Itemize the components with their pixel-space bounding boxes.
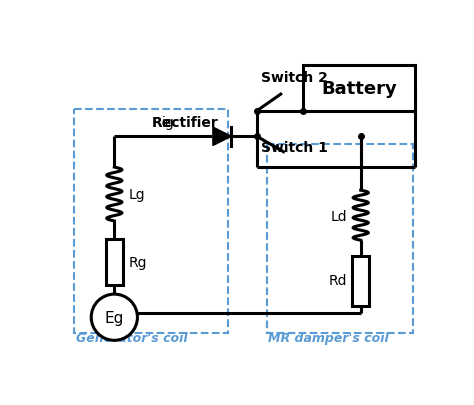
Bar <box>106 239 123 285</box>
Text: Battery: Battery <box>321 79 397 98</box>
Bar <box>352 256 369 306</box>
Text: MR damper's coil: MR damper's coil <box>268 331 389 344</box>
Text: Lg: Lg <box>128 188 145 202</box>
Text: ig: ig <box>162 115 174 129</box>
Text: Rectifier: Rectifier <box>152 115 219 129</box>
Text: Rg: Rg <box>128 255 146 269</box>
Text: Ld: Ld <box>330 209 347 223</box>
Text: Generator's coil: Generator's coil <box>76 331 187 344</box>
Text: Eg: Eg <box>105 310 124 325</box>
Bar <box>267 145 413 333</box>
Polygon shape <box>213 128 231 146</box>
Text: Rd: Rd <box>328 274 347 288</box>
Text: Switch 2: Switch 2 <box>261 71 328 85</box>
Circle shape <box>91 294 137 341</box>
Bar <box>303 66 415 112</box>
Bar <box>74 110 228 333</box>
Text: Switch 1: Switch 1 <box>261 141 328 155</box>
